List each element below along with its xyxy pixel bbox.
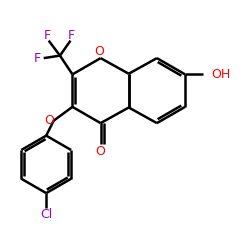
Text: F: F	[44, 28, 51, 42]
Text: O: O	[94, 44, 104, 58]
Text: Cl: Cl	[40, 208, 52, 221]
Text: F: F	[34, 52, 41, 64]
Text: O: O	[96, 145, 106, 158]
Text: OH: OH	[211, 68, 231, 81]
Text: O: O	[44, 114, 54, 127]
Text: F: F	[68, 28, 75, 42]
